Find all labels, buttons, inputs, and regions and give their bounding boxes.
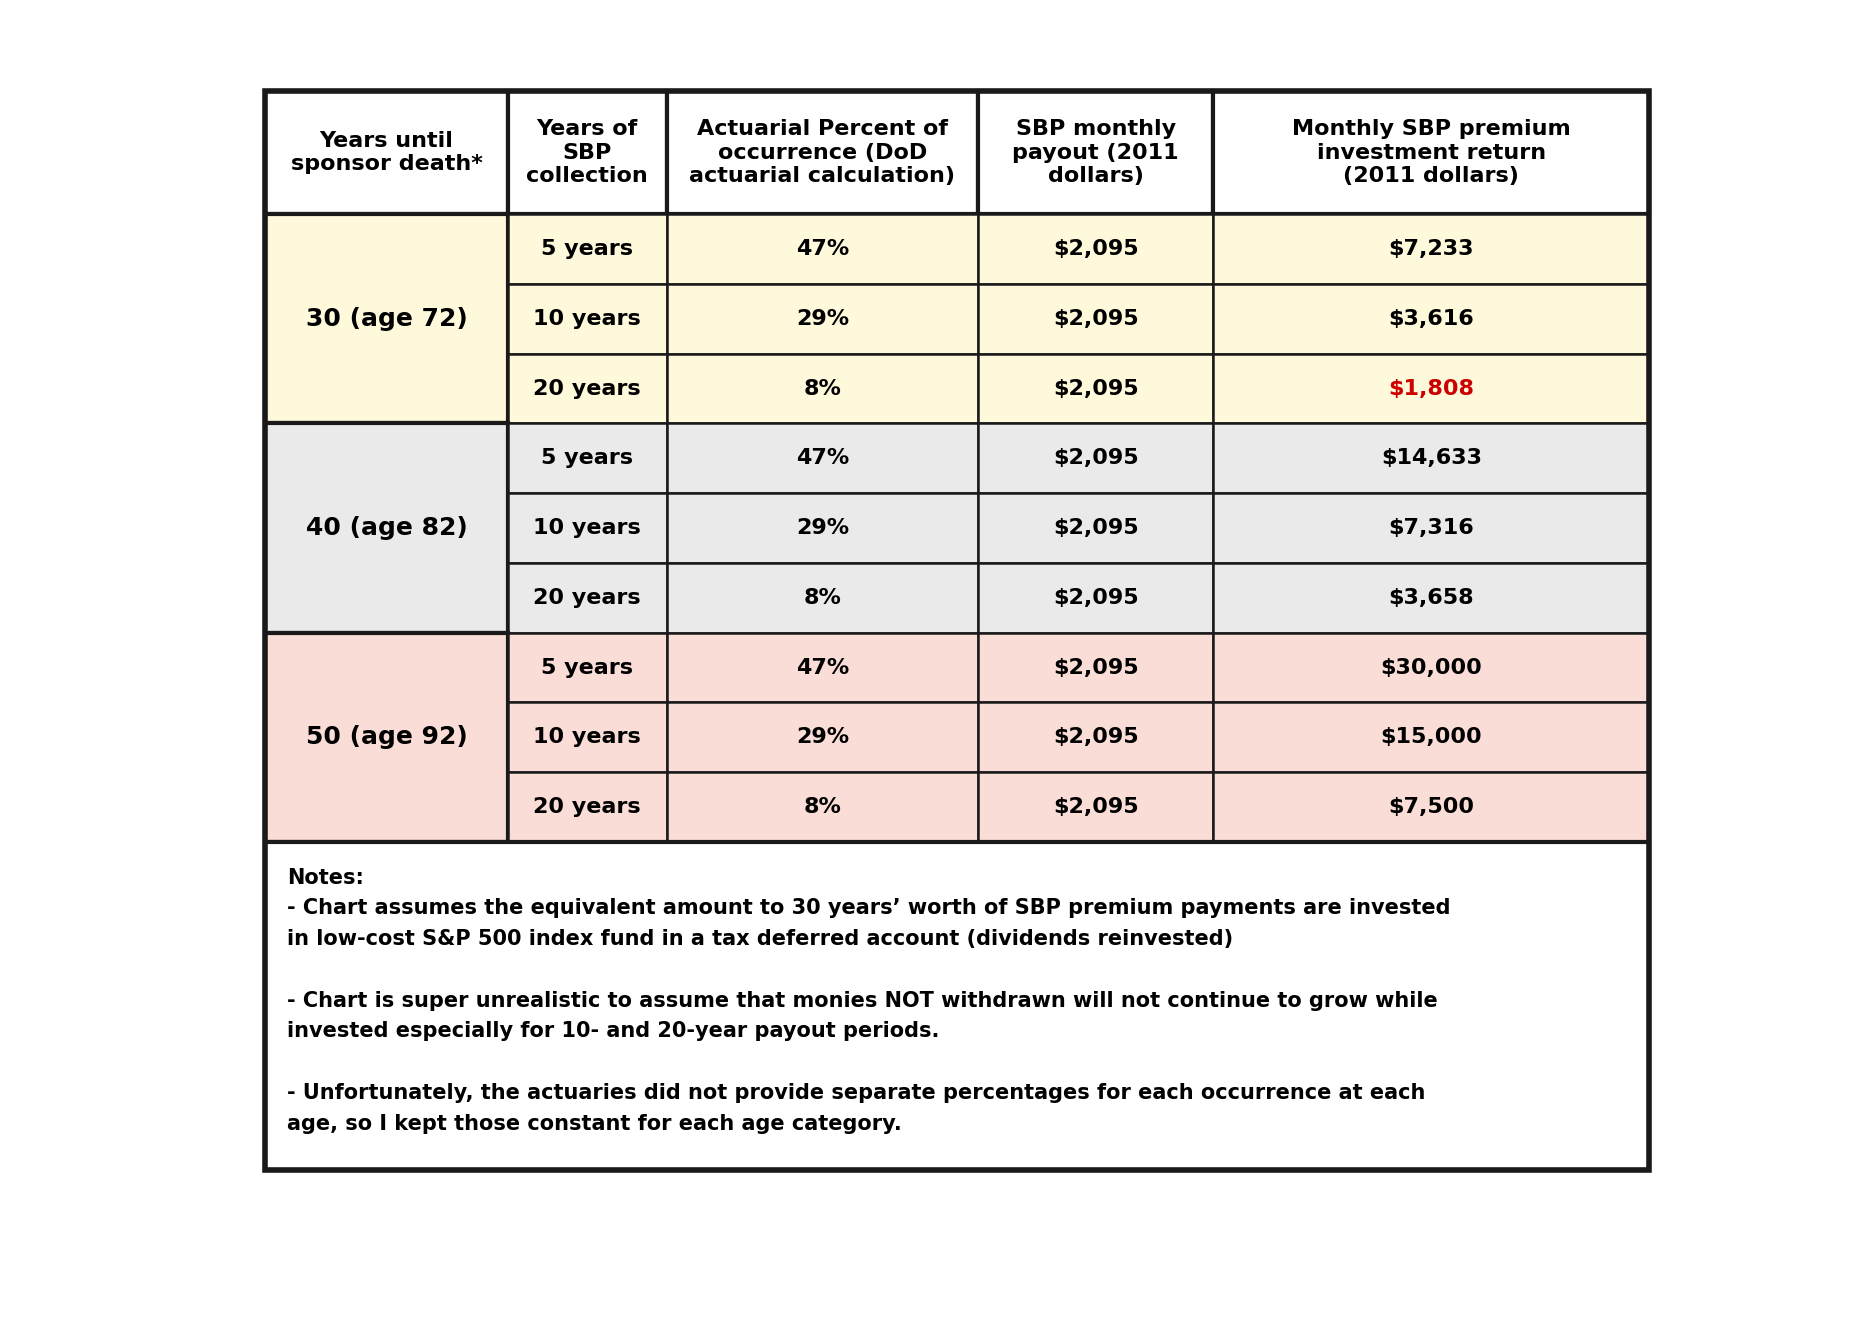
Text: 20 years: 20 years [534,797,641,817]
Bar [979,91,1214,214]
Bar [508,563,667,633]
Text: 47%: 47% [796,238,850,258]
Bar [1214,493,1649,563]
Text: $3,658: $3,658 [1388,587,1474,607]
Bar [1214,284,1649,354]
Text: 10 years: 10 years [532,518,641,538]
Text: 40 (age 82): 40 (age 82) [306,515,467,539]
Text: - Chart assumes the equivalent amount to 30 years’ worth of SBP premium payments: - Chart assumes the equivalent amount to… [288,898,1451,918]
Bar [1214,633,1649,702]
Text: $2,095: $2,095 [1054,797,1139,817]
Bar [667,354,979,424]
Bar [1214,424,1649,493]
Text: 10 years: 10 years [532,309,641,329]
Bar [979,493,1214,563]
Bar [508,284,667,354]
Text: $14,633: $14,633 [1380,449,1481,469]
Text: $7,316: $7,316 [1388,518,1474,538]
Text: $3,616: $3,616 [1388,309,1474,329]
Text: 5 years: 5 years [542,238,633,258]
Text: 10 years: 10 years [532,727,641,747]
Text: $2,095: $2,095 [1054,378,1139,398]
Bar [979,773,1214,842]
Text: 8%: 8% [803,797,841,817]
Text: 8%: 8% [803,378,841,398]
Text: $2,095: $2,095 [1054,238,1139,258]
Bar [979,354,1214,424]
Text: Notes:: Notes: [288,867,364,887]
Text: $2,095: $2,095 [1054,658,1139,678]
Bar [667,563,979,633]
Bar [265,91,508,214]
Text: $7,233: $7,233 [1388,238,1474,258]
Text: Years until
sponsor death*: Years until sponsor death* [291,131,482,174]
Text: 47%: 47% [796,658,850,678]
Text: Monthly SBP premium
investment return
(2011 dollars): Monthly SBP premium investment return (2… [1293,120,1571,186]
Bar [979,424,1214,493]
Text: 5 years: 5 years [542,658,633,678]
Bar [1214,91,1649,214]
Text: 47%: 47% [796,449,850,469]
Bar [979,214,1214,284]
Bar [1214,702,1649,773]
Text: $2,095: $2,095 [1054,587,1139,607]
Text: 5 years: 5 years [542,449,633,469]
Bar [1214,563,1649,633]
Text: SBP monthly
payout (2011
dollars): SBP monthly payout (2011 dollars) [1012,120,1179,186]
Bar [508,493,667,563]
Bar [667,214,979,284]
Text: invested especially for 10- and 20-year payout periods.: invested especially for 10- and 20-year … [288,1022,940,1042]
Text: $7,500: $7,500 [1388,797,1474,817]
Bar [667,91,979,214]
Bar [508,773,667,842]
Text: Years of
SBP
collection: Years of SBP collection [527,120,648,186]
Bar [265,842,1649,1169]
Bar [667,424,979,493]
Text: in low-cost S&P 500 index fund in a tax deferred account (dividends reinvested): in low-cost S&P 500 index fund in a tax … [288,930,1233,950]
Bar [667,493,979,563]
Bar [667,702,979,773]
Bar [265,424,508,633]
Text: 50 (age 92): 50 (age 92) [306,726,467,750]
Bar [265,214,508,424]
Bar [667,633,979,702]
Bar [508,702,667,773]
Text: - Unfortunately, the actuaries did not provide separate percentages for each occ: - Unfortunately, the actuaries did not p… [288,1083,1425,1103]
Text: - Chart is super unrealistic to assume that monies NOT withdrawn will not contin: - Chart is super unrealistic to assume t… [288,991,1438,1011]
Text: $15,000: $15,000 [1380,727,1481,747]
Bar [1214,214,1649,284]
Bar [667,284,979,354]
Bar [265,633,508,842]
Bar [979,284,1214,354]
Bar [508,214,667,284]
Text: 20 years: 20 years [534,587,641,607]
Bar [1214,773,1649,842]
Bar [508,424,667,493]
Text: 29%: 29% [796,518,848,538]
Bar [667,773,979,842]
Text: 30 (age 72): 30 (age 72) [306,306,467,330]
Bar [979,702,1214,773]
Text: $2,095: $2,095 [1054,727,1139,747]
Text: 29%: 29% [796,727,848,747]
Text: age, so I kept those constant for each age category.: age, so I kept those constant for each a… [288,1114,902,1134]
Bar [508,354,667,424]
Text: Actuarial Percent of
occurrence (DoD
actuarial calculation): Actuarial Percent of occurrence (DoD act… [689,120,955,186]
Text: 29%: 29% [796,309,848,329]
Bar [979,633,1214,702]
Text: 8%: 8% [803,587,841,607]
Bar [1214,354,1649,424]
Text: $2,095: $2,095 [1054,309,1139,329]
Text: $2,095: $2,095 [1054,449,1139,469]
Bar [979,563,1214,633]
Text: $2,095: $2,095 [1054,518,1139,538]
Bar [508,633,667,702]
Text: $1,808: $1,808 [1388,378,1474,398]
Text: $30,000: $30,000 [1380,658,1481,678]
Text: 20 years: 20 years [534,378,641,398]
Bar [508,91,667,214]
